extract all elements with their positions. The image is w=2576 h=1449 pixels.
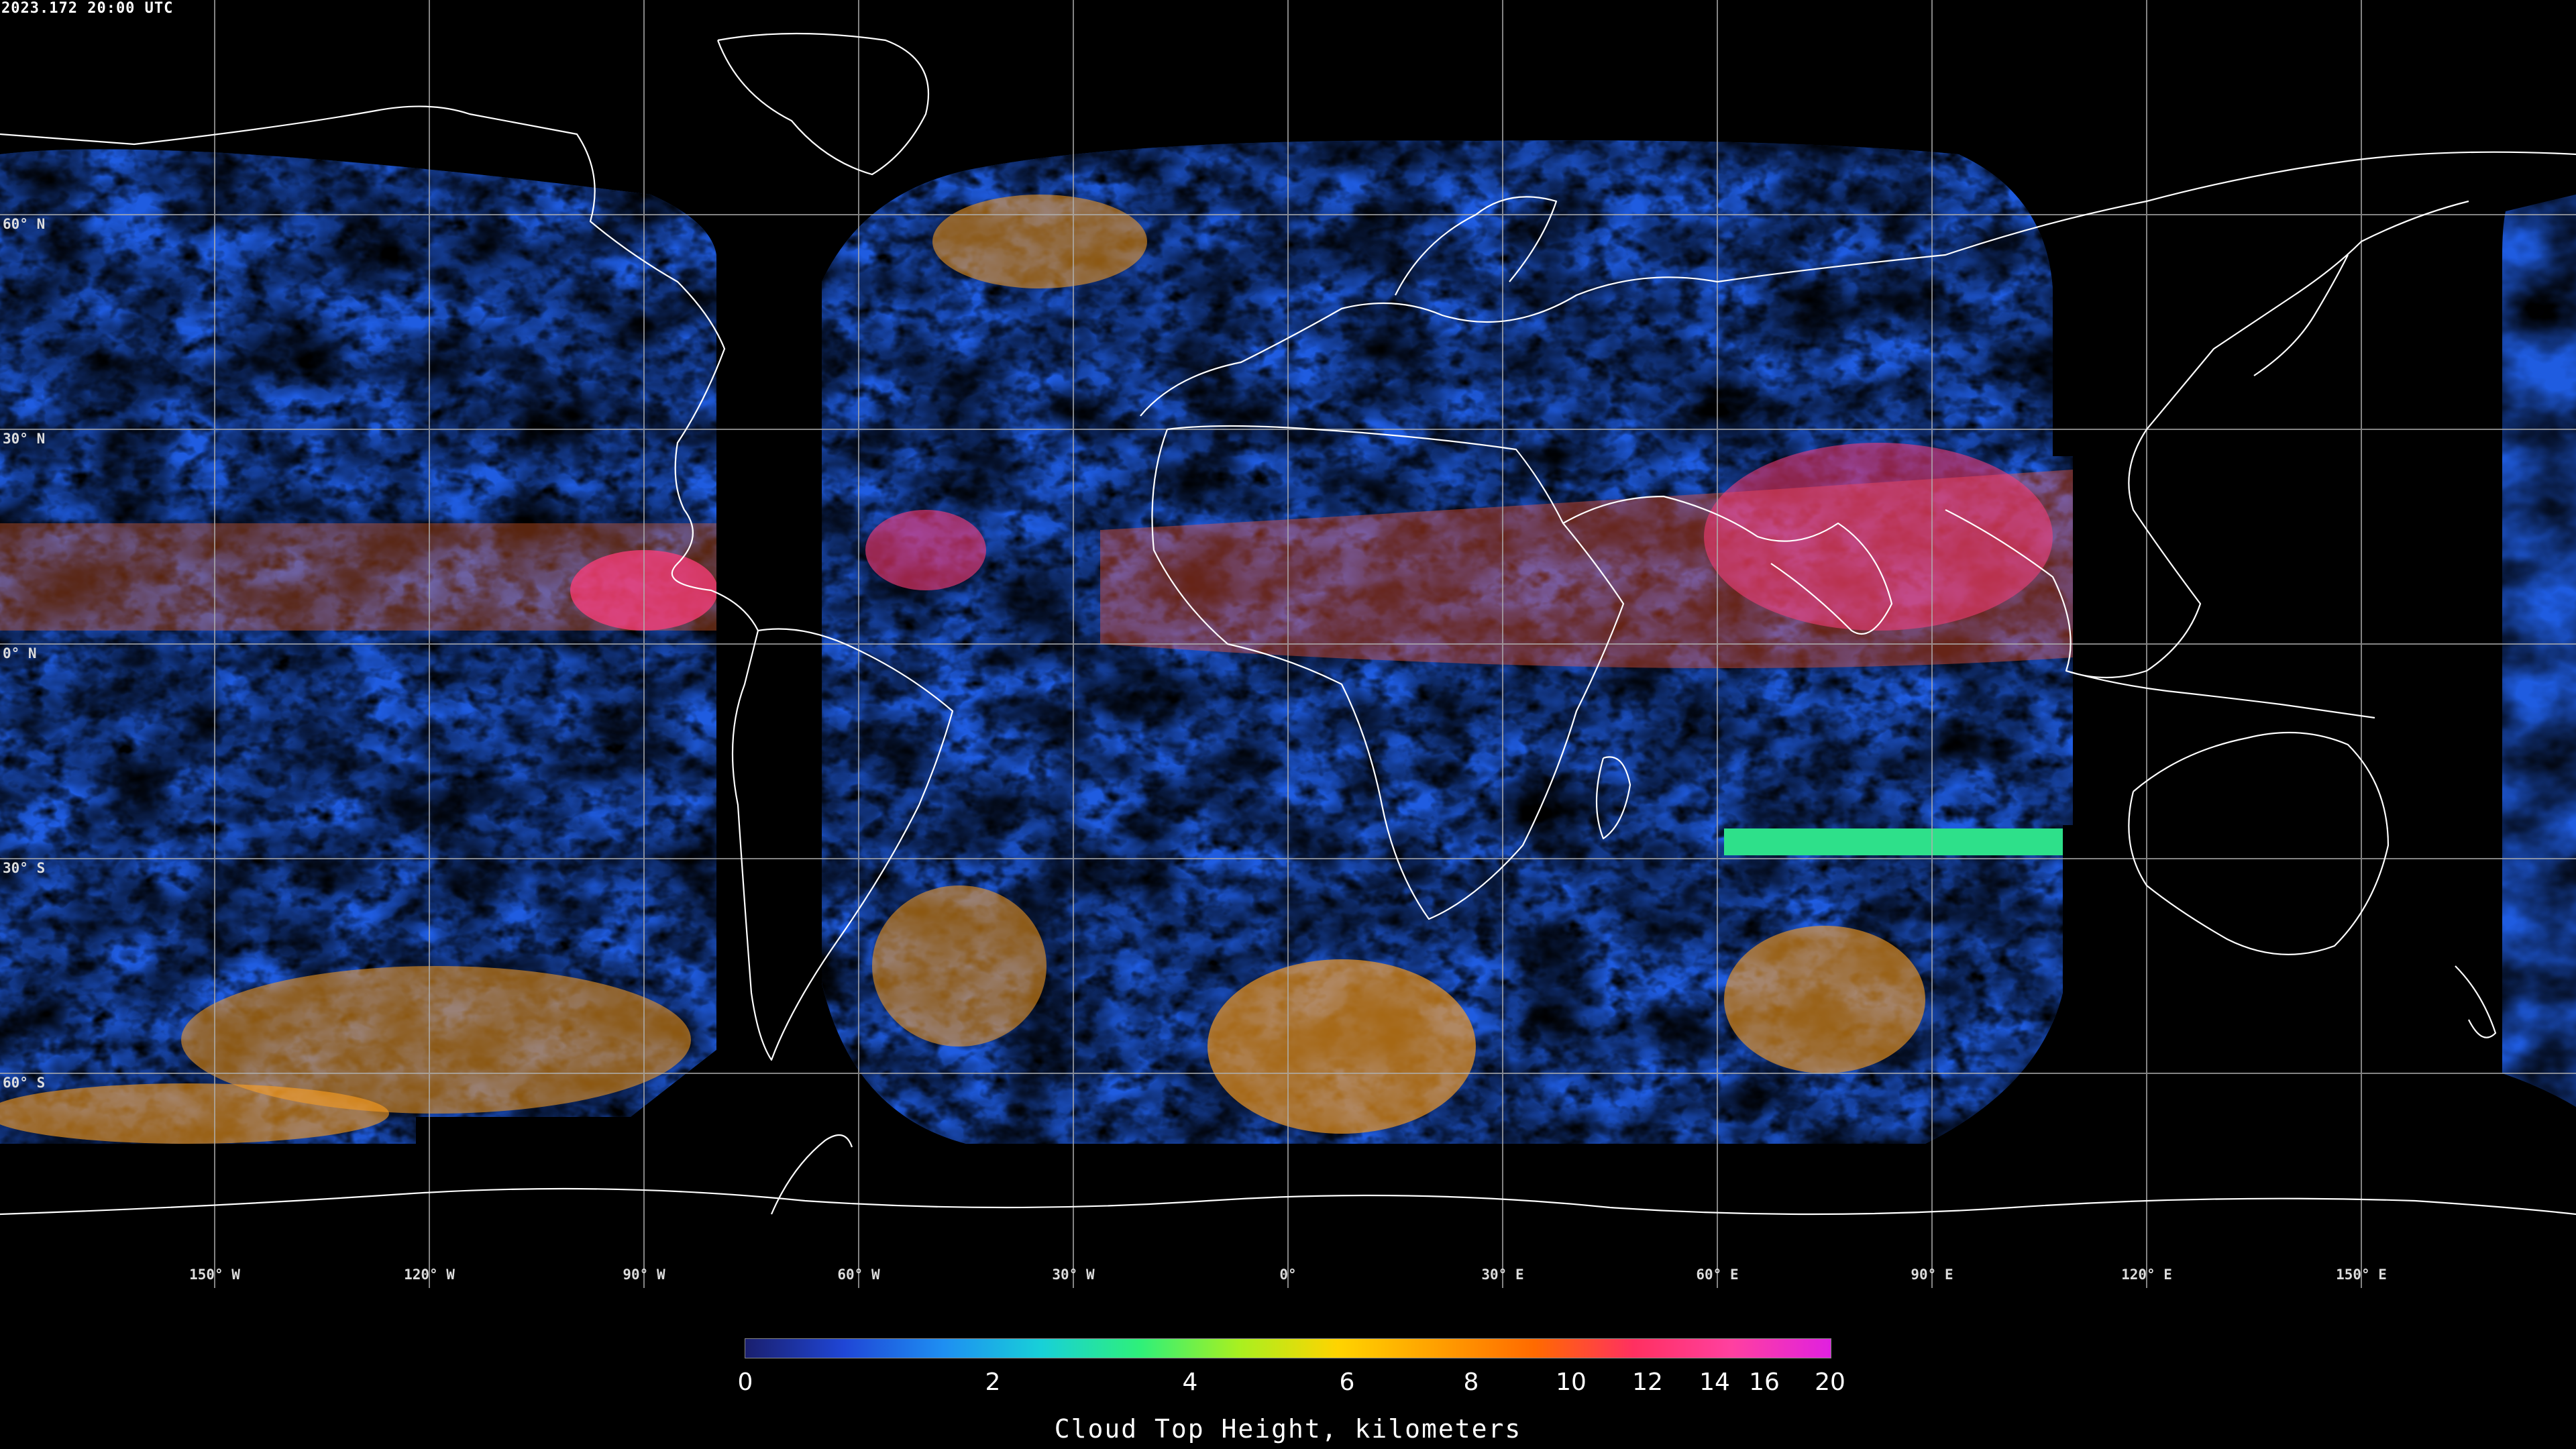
lon-label-150w: 150° W	[189, 1267, 240, 1283]
lon-label-30e: 30° E	[1481, 1267, 1524, 1283]
lon-label-30w: 30° W	[1052, 1267, 1095, 1283]
lat-label-60s: 60° S	[3, 1075, 46, 1091]
lat-label-equator: 0° N	[3, 645, 37, 661]
lon-label-120e: 120° E	[2121, 1267, 2172, 1283]
cloud-image-west	[0, 149, 716, 1144]
lon-label-90w: 90° W	[623, 1267, 665, 1283]
colorbar-tick-8: 8	[1463, 1368, 1479, 1396]
coast-greenland	[716, 32, 930, 176]
cloud-image-center	[822, 140, 2073, 1144]
colorbar-tick-16: 16	[1749, 1368, 1780, 1396]
coast-europe	[1140, 151, 2576, 417]
colorbar-tick-2: 2	[985, 1368, 1001, 1396]
colorbar-tick-0: 0	[737, 1368, 753, 1396]
lon-label-90e: 90° E	[1911, 1267, 1953, 1283]
coast-indonesia	[2065, 669, 2375, 719]
coast-japan	[2253, 254, 2349, 376]
coast-madagascar	[1595, 756, 1631, 840]
coast-south-america	[731, 628, 954, 1061]
colorbar	[745, 1338, 1831, 1358]
lat-label-60n: 60° N	[3, 216, 46, 232]
coast-antarctica	[0, 1187, 2576, 1216]
lat-label-30n: 30° N	[3, 431, 46, 447]
colorbar-tick-10: 10	[1556, 1368, 1587, 1396]
colorbar-tick-20: 20	[1815, 1368, 1845, 1396]
colorbar-title: Cloud Top Height, kilometers	[1054, 1414, 1522, 1444]
coastlines	[0, 32, 2576, 1216]
coast-north-america	[0, 105, 759, 631]
lon-label-0: 0°	[1279, 1267, 1297, 1283]
coast-new-zealand	[2455, 965, 2497, 1038]
colorbar-tick-6: 6	[1339, 1368, 1355, 1396]
coast-antarctic-peninsula	[770, 1134, 853, 1215]
coast-scandinavia	[1395, 196, 1558, 296]
colorbar-tick-4: 4	[1182, 1368, 1198, 1396]
lon-label-150e: 150° E	[2336, 1267, 2387, 1283]
graticule	[0, 0, 2576, 1288]
colorbar-gradient	[745, 1338, 1831, 1358]
lon-label-60w: 60° W	[837, 1267, 880, 1283]
lon-label-60e: 60° E	[1696, 1267, 1739, 1283]
timestamp-label: 2023.172 20:00 UTC	[1, 0, 174, 17]
coast-africa	[1151, 425, 1625, 920]
colorbar-tick-12: 12	[1632, 1368, 1663, 1396]
coast-southeast-asia	[1945, 429, 2202, 679]
coast-arabia-india	[1562, 495, 1893, 635]
coast-australia	[2128, 731, 2390, 955]
lat-label-30s: 30° S	[3, 860, 46, 876]
coast-east-asia	[2146, 200, 2469, 430]
colorbar-tick-14: 14	[1699, 1368, 1730, 1396]
cloud-image-east	[2502, 195, 2576, 1107]
lon-label-120w: 120° W	[404, 1267, 455, 1283]
